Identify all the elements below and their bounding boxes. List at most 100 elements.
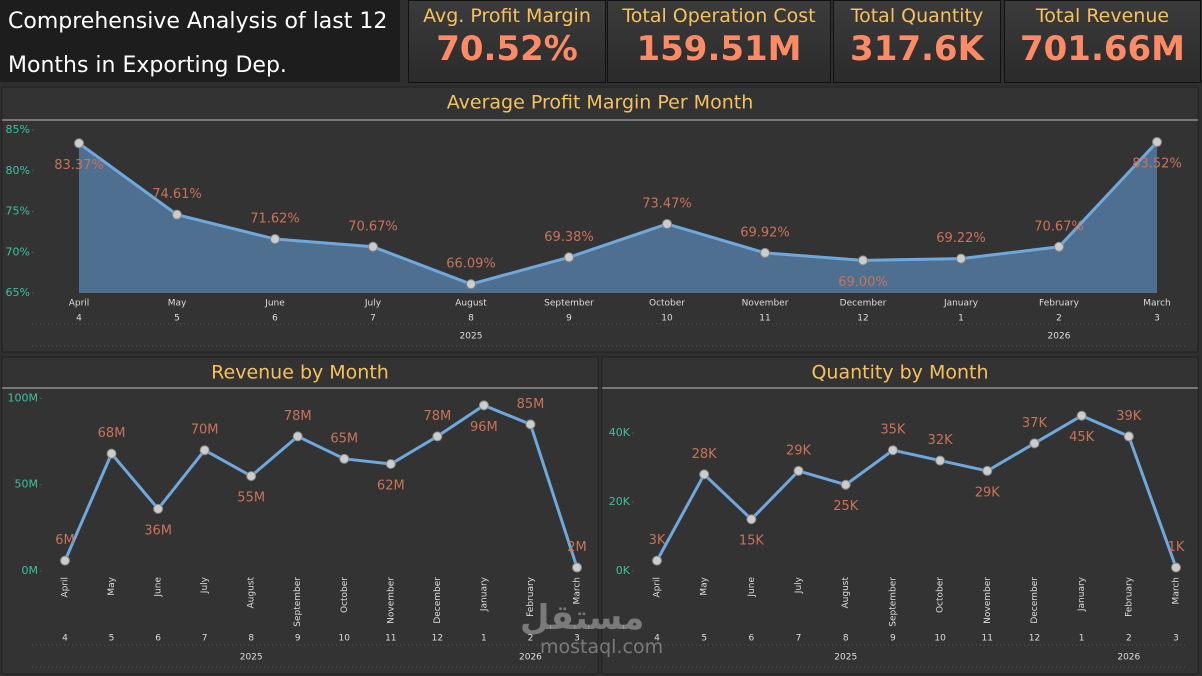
x-sub-label: 11 [385, 634, 396, 644]
point [858, 255, 868, 266]
x-tick-label: November [983, 577, 993, 624]
value-label: 78M [423, 409, 451, 424]
x-tick-label: December [840, 299, 887, 309]
x-sub-label: 12 [432, 634, 443, 644]
x-tick-label: April [69, 299, 90, 309]
x-sub-label: 8 [843, 634, 849, 644]
value-label: 45K [1069, 430, 1095, 445]
x-tick-label: October [649, 299, 685, 309]
point [1029, 438, 1040, 449]
x-sub-label: 5 [109, 634, 115, 644]
x-tick-label: September [293, 577, 303, 627]
x-sub-label: 6 [155, 634, 161, 644]
point [652, 555, 662, 566]
point [1171, 562, 1181, 573]
value-label: 15K [739, 534, 765, 549]
value-label: 68M [98, 426, 126, 441]
point [432, 431, 443, 442]
value-label: 70.67% [1034, 219, 1084, 234]
x-tick-label: May [700, 576, 710, 595]
x-tick-label: June [264, 299, 285, 309]
point [270, 234, 280, 245]
value-label: 32K [928, 433, 954, 448]
point [1123, 431, 1134, 442]
value-label: 66.09% [446, 257, 496, 272]
y-tick-label: 20K [609, 495, 631, 508]
x-group-label: 2025 [460, 332, 483, 342]
chart-title: Average Profit Margin Per Month [447, 92, 753, 114]
point [106, 448, 117, 459]
y-tick-label: 75% [6, 205, 30, 218]
value-label: 96M [470, 420, 498, 435]
x-tick-label: March [1172, 577, 1182, 604]
kpi-label: Avg. Profit Margin [423, 5, 591, 27]
x-tick-label: September [888, 577, 898, 627]
y-tick-label: 50M [15, 478, 39, 491]
point [887, 445, 898, 456]
x-tick-label: September [544, 299, 594, 309]
y-tick-label: 70% [6, 245, 30, 258]
y-tick-label: 85% [6, 123, 30, 136]
kpi-label: Total Quantity [850, 5, 984, 27]
kpi-label: Total Operation Cost [622, 5, 816, 27]
value-label: 83.37% [54, 158, 104, 173]
x-tick-label: March [1143, 299, 1170, 309]
point [525, 419, 536, 430]
x-tick-label: December [433, 577, 443, 624]
chart-title: Quantity by Month [811, 362, 988, 384]
area [79, 142, 1157, 293]
x-tick-label: August [841, 577, 851, 609]
y-tick-label: 0K [616, 564, 631, 577]
point [662, 218, 672, 229]
x-tick-label: April [653, 577, 663, 598]
x-sub-label: 3 [1154, 314, 1160, 324]
point [1152, 137, 1162, 148]
point [1054, 241, 1064, 252]
point [840, 479, 851, 490]
value-label: 6M [55, 533, 75, 548]
x-sub-label: 7 [796, 634, 802, 644]
point [793, 465, 804, 476]
x-tick-label: July [364, 299, 382, 309]
x-sub-label: 10 [339, 634, 351, 644]
x-sub-label: 1 [481, 634, 487, 644]
value-label: 69.00% [838, 275, 888, 290]
x-tick-label: June [747, 577, 757, 598]
value-label: 25K [833, 499, 859, 514]
point [199, 445, 210, 456]
kpi-value: 159.51M [636, 29, 802, 69]
point [564, 252, 574, 263]
point [760, 247, 770, 258]
kpi-value: 701.66M [1019, 29, 1186, 69]
value-label: 29K [786, 443, 812, 458]
x-sub-label: 7 [202, 634, 208, 644]
kpi-label: Total Revenue [1035, 5, 1170, 27]
value-label: 73.47% [642, 196, 692, 211]
x-sub-label: 2 [528, 634, 534, 644]
x-sub-label: 6 [748, 634, 754, 644]
x-sub-label: 12 [857, 314, 868, 324]
y-tick-label: 100M [8, 391, 39, 404]
x-tick-label: August [247, 577, 257, 609]
x-sub-label: 10 [661, 314, 673, 324]
point [153, 503, 164, 514]
x-sub-label: 3 [574, 634, 580, 644]
point [339, 453, 350, 464]
point [956, 253, 966, 264]
x-sub-label: 12 [1029, 634, 1040, 644]
chart-title: Revenue by Month [211, 362, 389, 384]
point [74, 138, 84, 149]
line [655, 414, 1178, 569]
x-sub-label: 2 [1126, 634, 1132, 644]
x-tick-label: October [340, 577, 350, 613]
x-tick-label: June [154, 577, 164, 598]
point [572, 562, 582, 573]
x-tick-label: January [1077, 576, 1087, 612]
x-sub-label: 8 [468, 314, 474, 324]
x-sub-label: 4 [76, 314, 82, 324]
x-sub-label: 4 [654, 634, 660, 644]
point [246, 471, 257, 482]
x-tick-label: February [1124, 576, 1134, 617]
x-sub-label: 4 [62, 634, 68, 644]
